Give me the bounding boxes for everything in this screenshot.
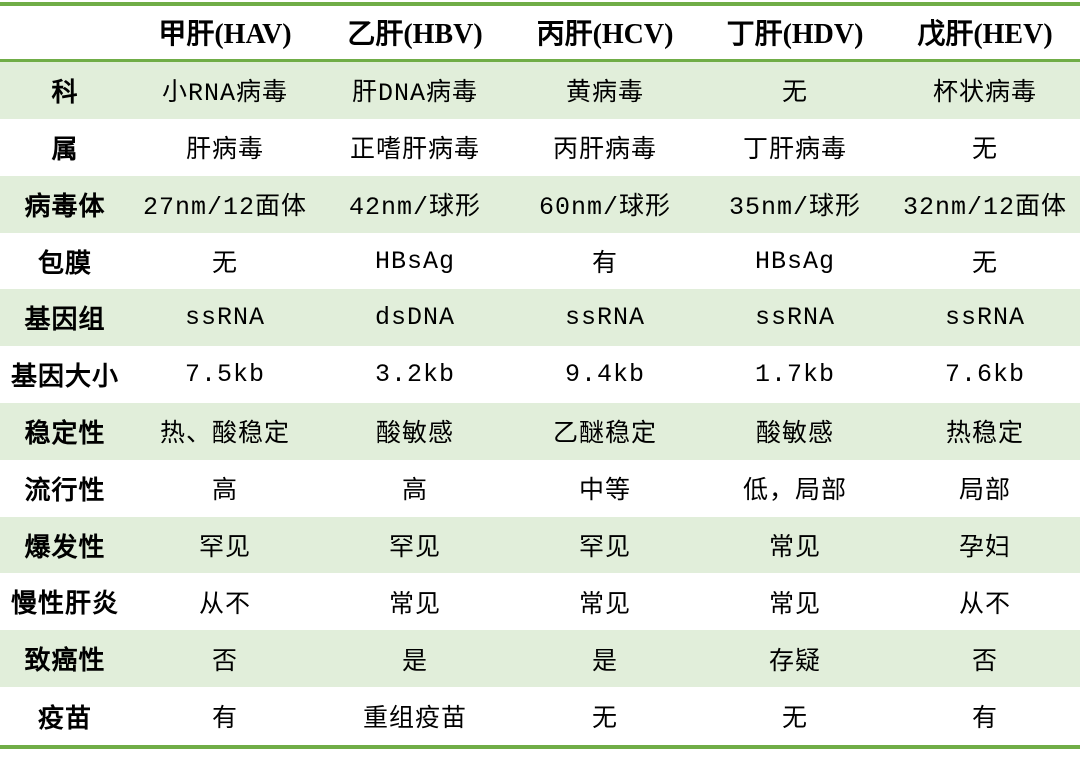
- table-cell: 无: [781, 79, 808, 109]
- corner-cell: [0, 4, 130, 62]
- table-row: 科 小RNA病毒 肝DNA病毒 黄病毒 无 杯状病毒: [0, 60, 1080, 120]
- row-label: 病毒体: [24, 190, 106, 221]
- table-cell: 有: [591, 250, 618, 280]
- table-cell: 杯状病毒: [932, 79, 1037, 109]
- row-label: 稳定性: [24, 417, 106, 448]
- table-cell: 常见: [768, 590, 821, 620]
- table-row: 属 肝病毒 正嗜肝病毒 丙肝病毒 丁肝病毒 无: [0, 119, 1080, 176]
- table-header: 甲肝(HAV) 乙肝(HBV) 丙肝(HCV) 丁肝(HDV) 戊肝(HEV): [0, 4, 1080, 62]
- table-cell: 是: [401, 647, 428, 677]
- table-cell: 高: [211, 477, 238, 507]
- row-label: 属: [51, 133, 79, 164]
- table-cell: 常见: [388, 590, 441, 620]
- table-cell: 丁肝病毒: [742, 136, 847, 166]
- row-label: 慢性肝炎: [10, 588, 119, 619]
- column-header-4: 丁肝(HDV): [700, 4, 890, 62]
- table-cell: 否: [211, 647, 238, 677]
- table-cell: 罕见: [198, 534, 251, 564]
- table-body: 科小RNA病毒 肝DNA病毒 黄病毒无杯状病毒属肝病毒 正嗜肝病毒 丙肝病毒 丁肝病毒无病…: [0, 60, 1080, 747]
- table-row: 稳定性 热、酸稳定 酸敏感 乙醚稳定 酸敏感 热稳定: [0, 403, 1080, 460]
- table-cell: 肝病毒: [185, 136, 264, 166]
- table-cell: 热、酸稳定: [159, 420, 290, 450]
- column-header-5: 戊肝(HEV): [890, 4, 1080, 62]
- table-cell: 无: [971, 136, 998, 166]
- table-cell: HBsAg: [754, 246, 835, 276]
- table-cell: HBsAg: [374, 246, 455, 276]
- table-cell: 常见: [578, 590, 631, 620]
- table-cell: 高: [401, 477, 428, 507]
- table-cell: 1.7kb: [754, 360, 835, 390]
- table-cell: 重组疫苗: [362, 705, 467, 735]
- table-cell: 有: [211, 705, 238, 735]
- table-row: 包膜 无 HBsAg 有 HBsAg 无: [0, 232, 1080, 290]
- table-row: 爆发性 罕见 罕见 罕见 常见 孕妇: [0, 516, 1080, 574]
- table-cell: 丙肝病毒: [552, 136, 657, 166]
- table-cell: 热稳定: [945, 420, 1024, 450]
- table-cell: 肝DNA病毒: [351, 79, 478, 109]
- table-row: 致癌性 否 是 是 存疑 否: [0, 630, 1080, 688]
- table-cell: 3.2kb: [374, 360, 455, 390]
- table-cell: 9.4kb: [564, 360, 645, 390]
- row-label: 爆发性: [24, 531, 106, 562]
- table-cell: 孕妇: [958, 534, 1011, 564]
- table-row: 疫苗 有 重组疫苗 无 无 有: [0, 687, 1080, 747]
- table-cell: 无: [211, 250, 238, 280]
- table-cell: 中等: [578, 477, 631, 507]
- table-cell: 无: [591, 705, 618, 735]
- table-cell: 无: [971, 250, 998, 280]
- table-cell: 罕见: [388, 534, 441, 564]
- table-cell: 酸敏感: [375, 420, 454, 450]
- table-cell: 7.6kb: [944, 360, 1025, 390]
- table-cell: 是: [591, 647, 618, 677]
- table-cell: 正嗜肝病毒: [349, 136, 480, 166]
- table-cell: 乙醚稳定: [552, 420, 657, 450]
- table-cell: 42nm/球形: [348, 193, 481, 223]
- table-cell: 有: [971, 705, 998, 735]
- row-label: 科: [51, 76, 79, 107]
- row-label: 基因大小: [10, 361, 119, 392]
- table-row: 流行性 高 高 中等 低，局部 局部: [0, 459, 1080, 517]
- table-cell: 存疑: [768, 647, 821, 677]
- table-cell: 罕见: [578, 534, 631, 564]
- table-cell: 小RNA病毒: [161, 79, 288, 109]
- table-cell: 60nm/球形: [538, 193, 671, 223]
- row-label: 流行性: [24, 474, 106, 505]
- row-label: 基因组: [24, 304, 106, 335]
- table-cell: ssRNA: [754, 303, 835, 333]
- row-label: 包膜: [37, 247, 92, 278]
- header-row: 甲肝(HAV) 乙肝(HBV) 丙肝(HCV) 丁肝(HDV) 戊肝(HEV): [0, 4, 1080, 62]
- table-row: 基因大小 7.5kb 3.2kb 9.4kb 1.7kb 7.6kb: [0, 346, 1080, 404]
- table-cell: 黄病毒: [565, 79, 644, 109]
- column-header-3: 丙肝(HCV): [510, 4, 700, 62]
- row-label: 疫苗: [37, 702, 92, 733]
- table-cell: 32nm/12面体: [902, 193, 1068, 223]
- table-cell: 35nm/球形: [728, 193, 861, 223]
- table-cell: 低，局部: [742, 477, 847, 507]
- table-cell: ssRNA: [944, 303, 1025, 333]
- table-row: 慢性肝炎 从不 常见 常见 常见 从不: [0, 573, 1080, 631]
- table-cell: ssRNA: [184, 303, 265, 333]
- table-row: 基因组 ssRNA dsDNA ssRNA ssRNA ssRNA: [0, 289, 1080, 347]
- table-cell: 从不: [198, 590, 251, 620]
- table-cell: dsDNA: [374, 303, 455, 333]
- column-header-2: 乙肝(HBV): [320, 4, 510, 62]
- table-cell: 无: [781, 705, 808, 735]
- table-cell: 局部: [958, 477, 1011, 507]
- column-header-1: 甲肝(HAV): [130, 4, 320, 62]
- table-cell: 从不: [958, 590, 1011, 620]
- table-cell: 常见: [768, 534, 821, 564]
- table-row: 病毒体 27nm/12面体 42nm/球形 60nm/球形 35nm/球形 32nm/12…: [0, 175, 1080, 233]
- table-cell: 酸敏感: [755, 420, 834, 450]
- row-label: 致癌性: [24, 645, 106, 676]
- table-cell: ssRNA: [564, 303, 645, 333]
- table-cell: 否: [971, 647, 998, 677]
- table-cell: 27nm/12面体: [142, 193, 308, 223]
- table-cell: 7.5kb: [184, 360, 265, 390]
